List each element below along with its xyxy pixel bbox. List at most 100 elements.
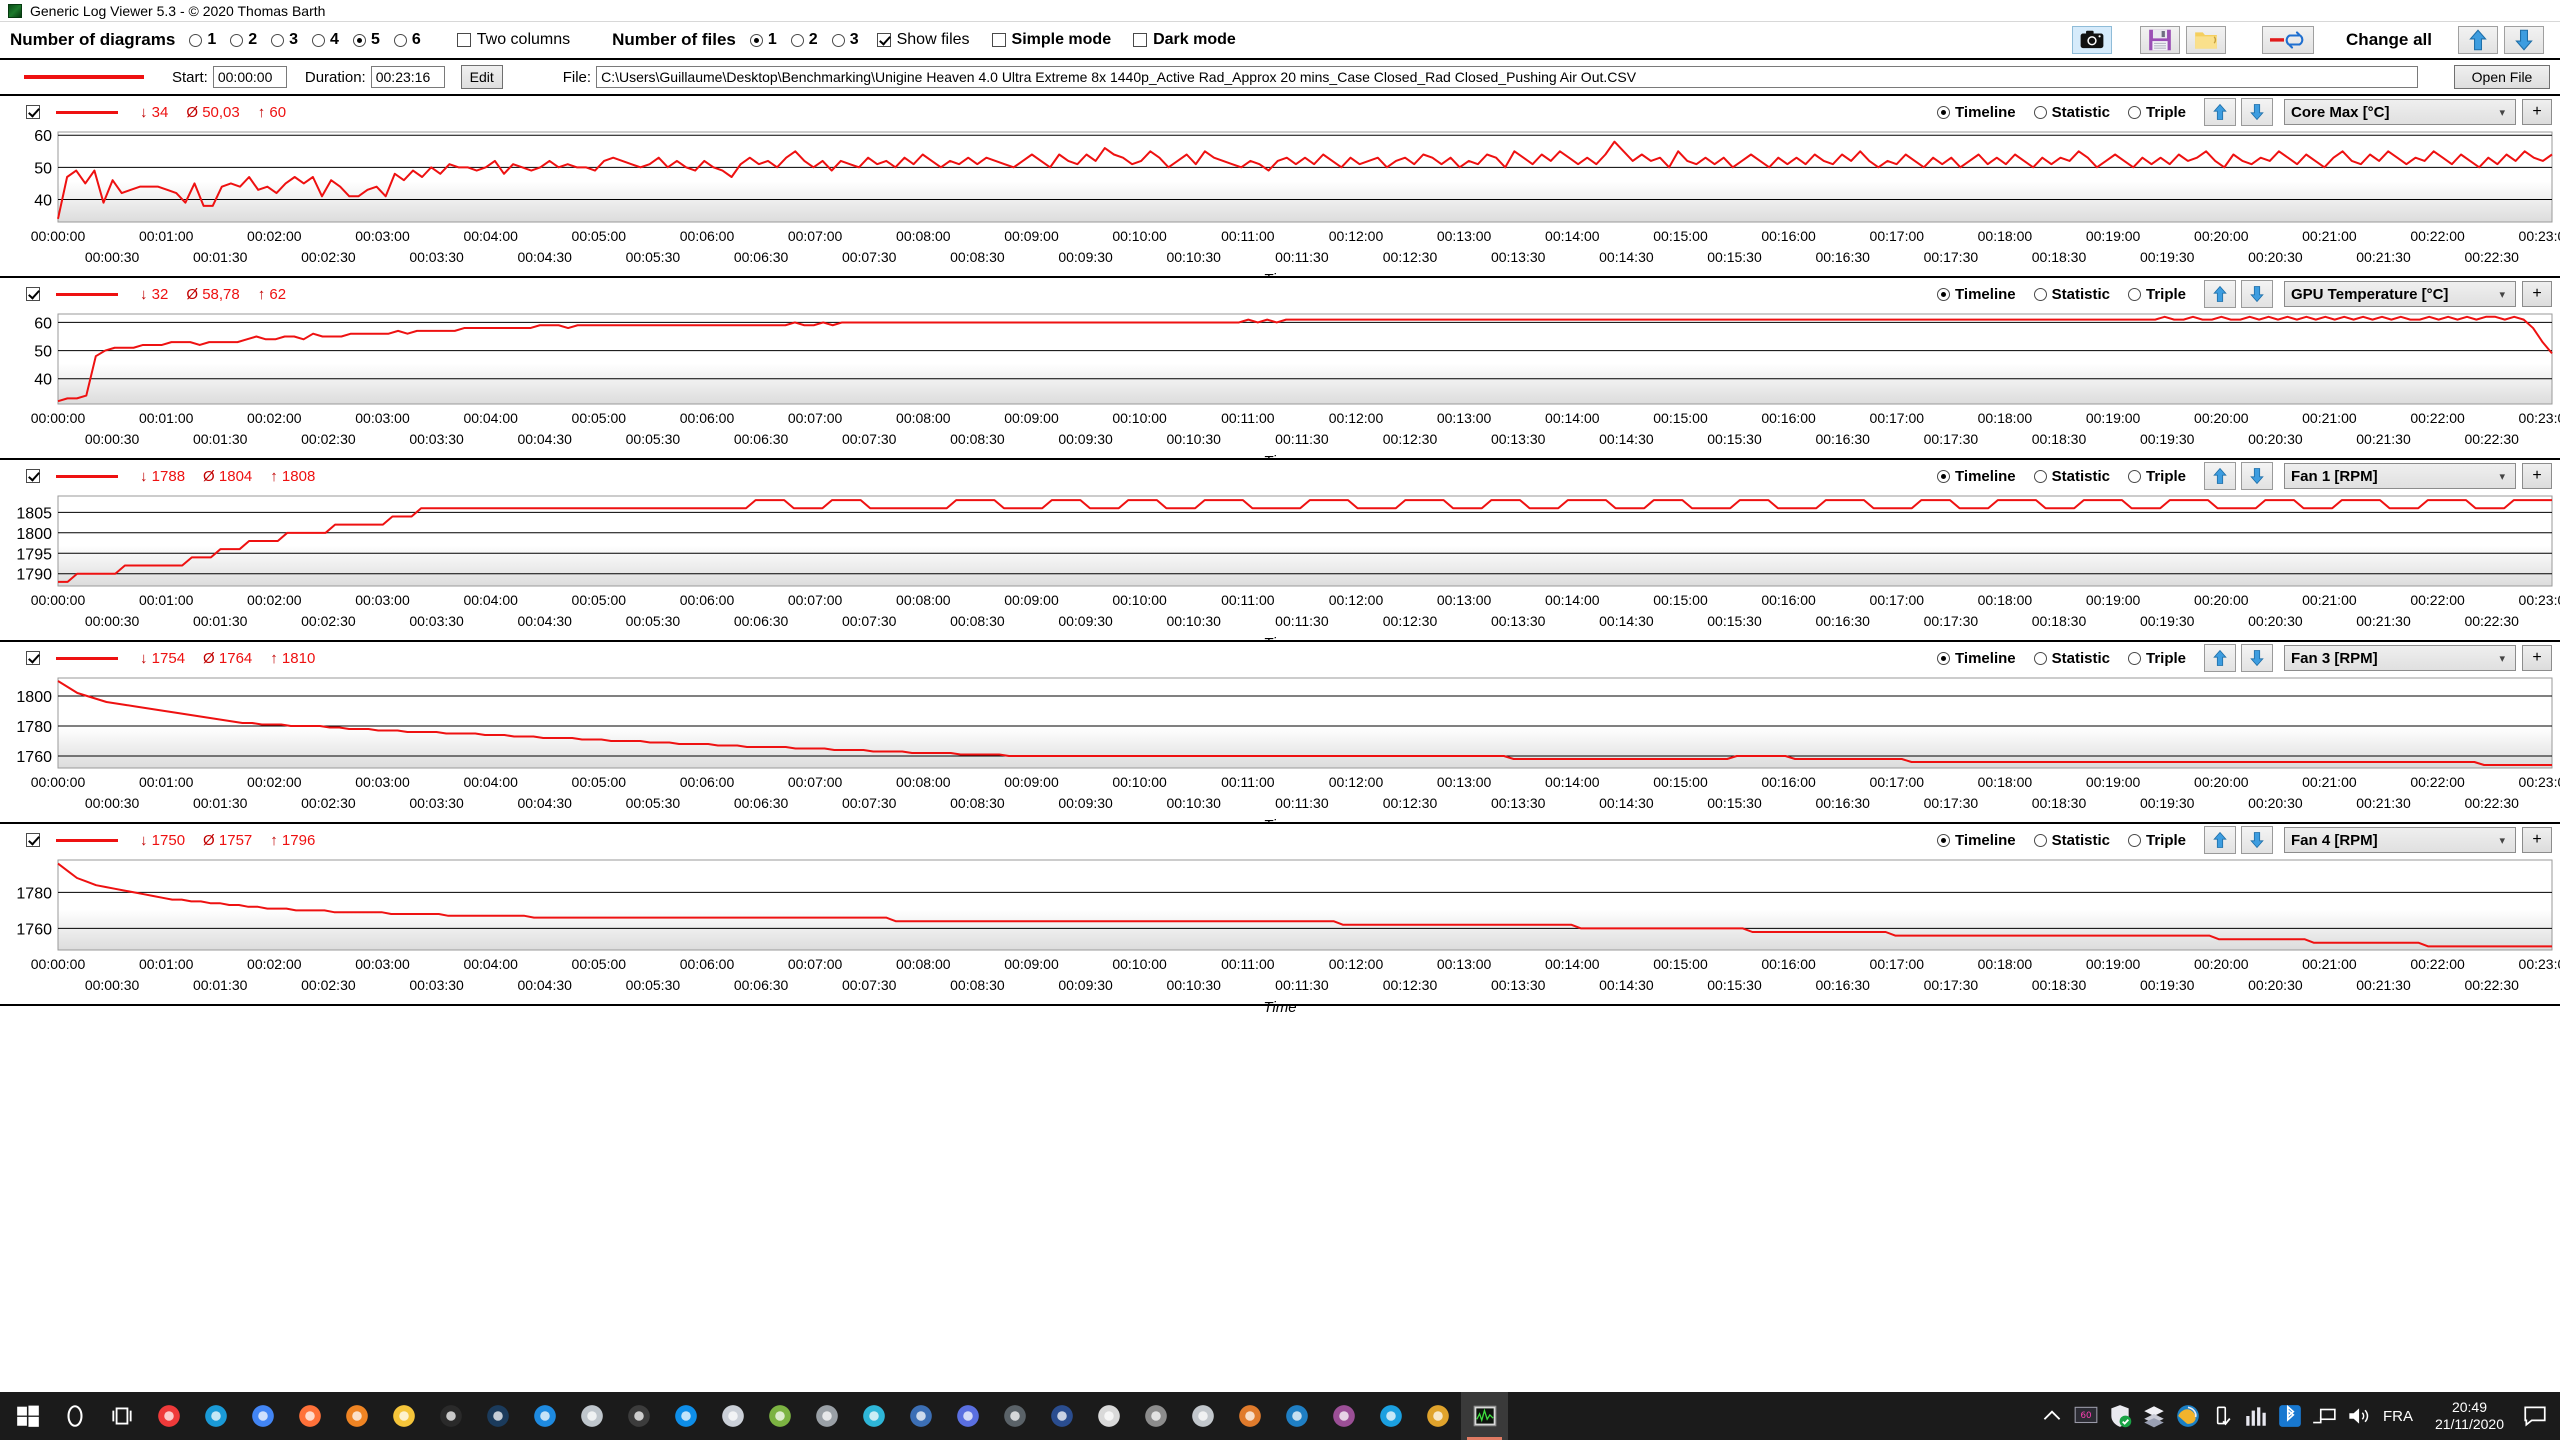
layers-tray-icon[interactable] <box>2137 1392 2171 1440</box>
diagram-count-6[interactable]: 6 <box>393 31 421 49</box>
taskbar-app-button[interactable] <box>521 1392 568 1440</box>
start-button[interactable] <box>4 1392 51 1440</box>
mode-option-timeline-radio[interactable] <box>1937 287 1951 301</box>
open-folder-button[interactable] <box>2186 26 2227 54</box>
add-series-button[interactable]: + <box>2522 827 2552 853</box>
taskbar-app-button[interactable] <box>1085 1392 1132 1440</box>
open-file-button[interactable]: Open File <box>2454 65 2550 89</box>
mode-option-timeline[interactable]: Timeline <box>1937 832 2016 849</box>
file-path-input[interactable]: C:\Users\Guillaume\Desktop\Benchmarking\… <box>596 66 2418 88</box>
mode-option-statistic[interactable]: Statistic <box>2033 468 2110 485</box>
taskbar-app-button[interactable] <box>286 1392 333 1440</box>
file-count-1[interactable]: 1 <box>749 31 777 49</box>
sensor-select[interactable]: Fan 3 [RPM] ▾ <box>2284 645 2516 671</box>
simple-mode-checkbox[interactable]: Simple mode <box>991 31 1111 49</box>
taskbar-app-button[interactable] <box>991 1392 1038 1440</box>
safely-remove-hardware-tray-icon[interactable] <box>2205 1392 2239 1440</box>
move-up-button[interactable] <box>2204 98 2236 126</box>
series-color-swatch[interactable] <box>56 474 118 478</box>
file-count-3[interactable]: 3 <box>831 31 859 49</box>
network-tray-icon[interactable] <box>2307 1392 2341 1440</box>
series-color-swatch[interactable] <box>56 838 118 842</box>
clock[interactable]: 20:49 21/11/2020 <box>2421 1399 2518 1433</box>
plot-area[interactable]: 1760 1780 <box>0 856 2560 956</box>
two-columns-checkbox-box[interactable] <box>456 33 471 47</box>
taskbar-app-button[interactable] <box>944 1392 991 1440</box>
mode-option-triple-radio[interactable] <box>2127 651 2141 665</box>
show-files-checkbox[interactable]: Show files <box>876 31 970 49</box>
move-up-button[interactable] <box>2204 280 2236 308</box>
mode-option-statistic[interactable]: Statistic <box>2033 286 2110 303</box>
mode-option-statistic[interactable]: Statistic <box>2033 832 2110 849</box>
taskbar-app-button[interactable] <box>333 1392 380 1440</box>
diagram-count-4[interactable]: 4 <box>312 31 339 49</box>
edit-button[interactable]: Edit <box>460 65 503 89</box>
mode-option-timeline-radio[interactable] <box>1937 105 1951 119</box>
taskbar-app-button[interactable] <box>615 1392 662 1440</box>
mode-option-statistic[interactable]: Statistic <box>2033 104 2110 121</box>
language-indicator[interactable]: FRA <box>2382 1407 2413 1425</box>
diagram-count-4-radio[interactable] <box>312 33 326 47</box>
series-color-swatch[interactable] <box>56 292 118 296</box>
mode-option-statistic-radio[interactable] <box>2033 287 2047 301</box>
move-up-button[interactable] <box>2204 826 2236 854</box>
sensor-select[interactable]: Fan 1 [RPM] ▾ <box>2284 463 2516 489</box>
mail-tray-icon[interactable] <box>2171 1392 2205 1440</box>
taskbar-app-button[interactable] <box>1179 1392 1226 1440</box>
taskbar-app-button[interactable] <box>427 1392 474 1440</box>
move-down-button[interactable] <box>2241 462 2273 490</box>
taskbar-app-button[interactable] <box>568 1392 615 1440</box>
diagram-enable-checkbox[interactable] <box>26 469 40 483</box>
sensor-select[interactable]: Core Max [°C] ▾ <box>2284 99 2516 125</box>
mode-option-triple[interactable]: Triple <box>2127 286 2186 303</box>
taskbar-app-button[interactable] <box>380 1392 427 1440</box>
taskbar-app-button[interactable] <box>709 1392 756 1440</box>
diagram-count-1[interactable]: 1 <box>189 31 216 49</box>
mode-option-timeline-radio[interactable] <box>1937 833 1951 847</box>
add-series-button[interactable]: + <box>2522 99 2552 125</box>
mode-option-statistic-radio[interactable] <box>2033 105 2047 119</box>
mode-option-timeline-radio[interactable] <box>1937 651 1951 665</box>
mode-option-statistic-radio[interactable] <box>2033 469 2047 483</box>
change-all-down-button[interactable] <box>2504 26 2544 54</box>
move-down-button[interactable] <box>2241 644 2273 672</box>
mode-option-timeline[interactable]: Timeline <box>1937 286 2016 303</box>
diagram-count-5[interactable]: 5 <box>352 31 380 49</box>
plot-area[interactable]: 40 50 60 <box>0 310 2560 410</box>
plot-area[interactable]: 1790 1795 1800 1805 <box>0 492 2560 592</box>
sensor-select[interactable]: GPU Temperature [°C] ▾ <box>2284 281 2516 307</box>
mode-option-triple-radio[interactable] <box>2127 287 2141 301</box>
taskbar-app-button[interactable] <box>1367 1392 1414 1440</box>
mode-option-triple[interactable]: Triple <box>2127 104 2186 121</box>
mode-option-statistic-radio[interactable] <box>2033 833 2047 847</box>
diagram-count-5-radio[interactable] <box>352 33 366 47</box>
taskbar-app-button[interactable] <box>1226 1392 1273 1440</box>
mode-option-timeline[interactable]: Timeline <box>1937 650 2016 667</box>
bluetooth-tray-icon[interactable] <box>2273 1392 2307 1440</box>
screenshot-button[interactable] <box>2072 26 2113 54</box>
taskbar-app-button[interactable] <box>239 1392 286 1440</box>
mode-option-timeline[interactable]: Timeline <box>1937 468 2016 485</box>
move-up-button[interactable] <box>2204 462 2236 490</box>
diagram-count-6-radio[interactable] <box>393 33 407 47</box>
search-button[interactable] <box>51 1392 98 1440</box>
move-down-button[interactable] <box>2241 826 2273 854</box>
number-of-files-radiogroup[interactable]: 1 2 3 <box>749 31 873 49</box>
mode-option-triple-radio[interactable] <box>2127 105 2141 119</box>
windows-security-tray-icon[interactable] <box>2103 1392 2137 1440</box>
move-up-button[interactable] <box>2204 644 2236 672</box>
taskbar-app-button[interactable] <box>1414 1392 1461 1440</box>
file-count-2[interactable]: 2 <box>790 31 818 49</box>
audio-equalizer-tray-icon[interactable] <box>2239 1392 2273 1440</box>
two-columns-checkbox[interactable]: Two columns <box>456 31 570 49</box>
file-count-3-radio[interactable] <box>831 33 845 47</box>
gpu-monitor-tray-icon[interactable]: 60 <box>2069 1392 2103 1440</box>
file-series-color-swatch[interactable] <box>24 75 144 79</box>
simple-mode-checkbox-box[interactable] <box>991 33 1006 47</box>
diagram-enable-checkbox[interactable] <box>26 651 40 665</box>
sensor-select[interactable]: Fan 4 [RPM] ▾ <box>2284 827 2516 853</box>
add-series-button[interactable]: + <box>2522 645 2552 671</box>
mode-option-triple-radio[interactable] <box>2127 833 2141 847</box>
diagram-enable-checkbox[interactable] <box>26 833 40 847</box>
diagram-enable-checkbox[interactable] <box>26 287 40 301</box>
